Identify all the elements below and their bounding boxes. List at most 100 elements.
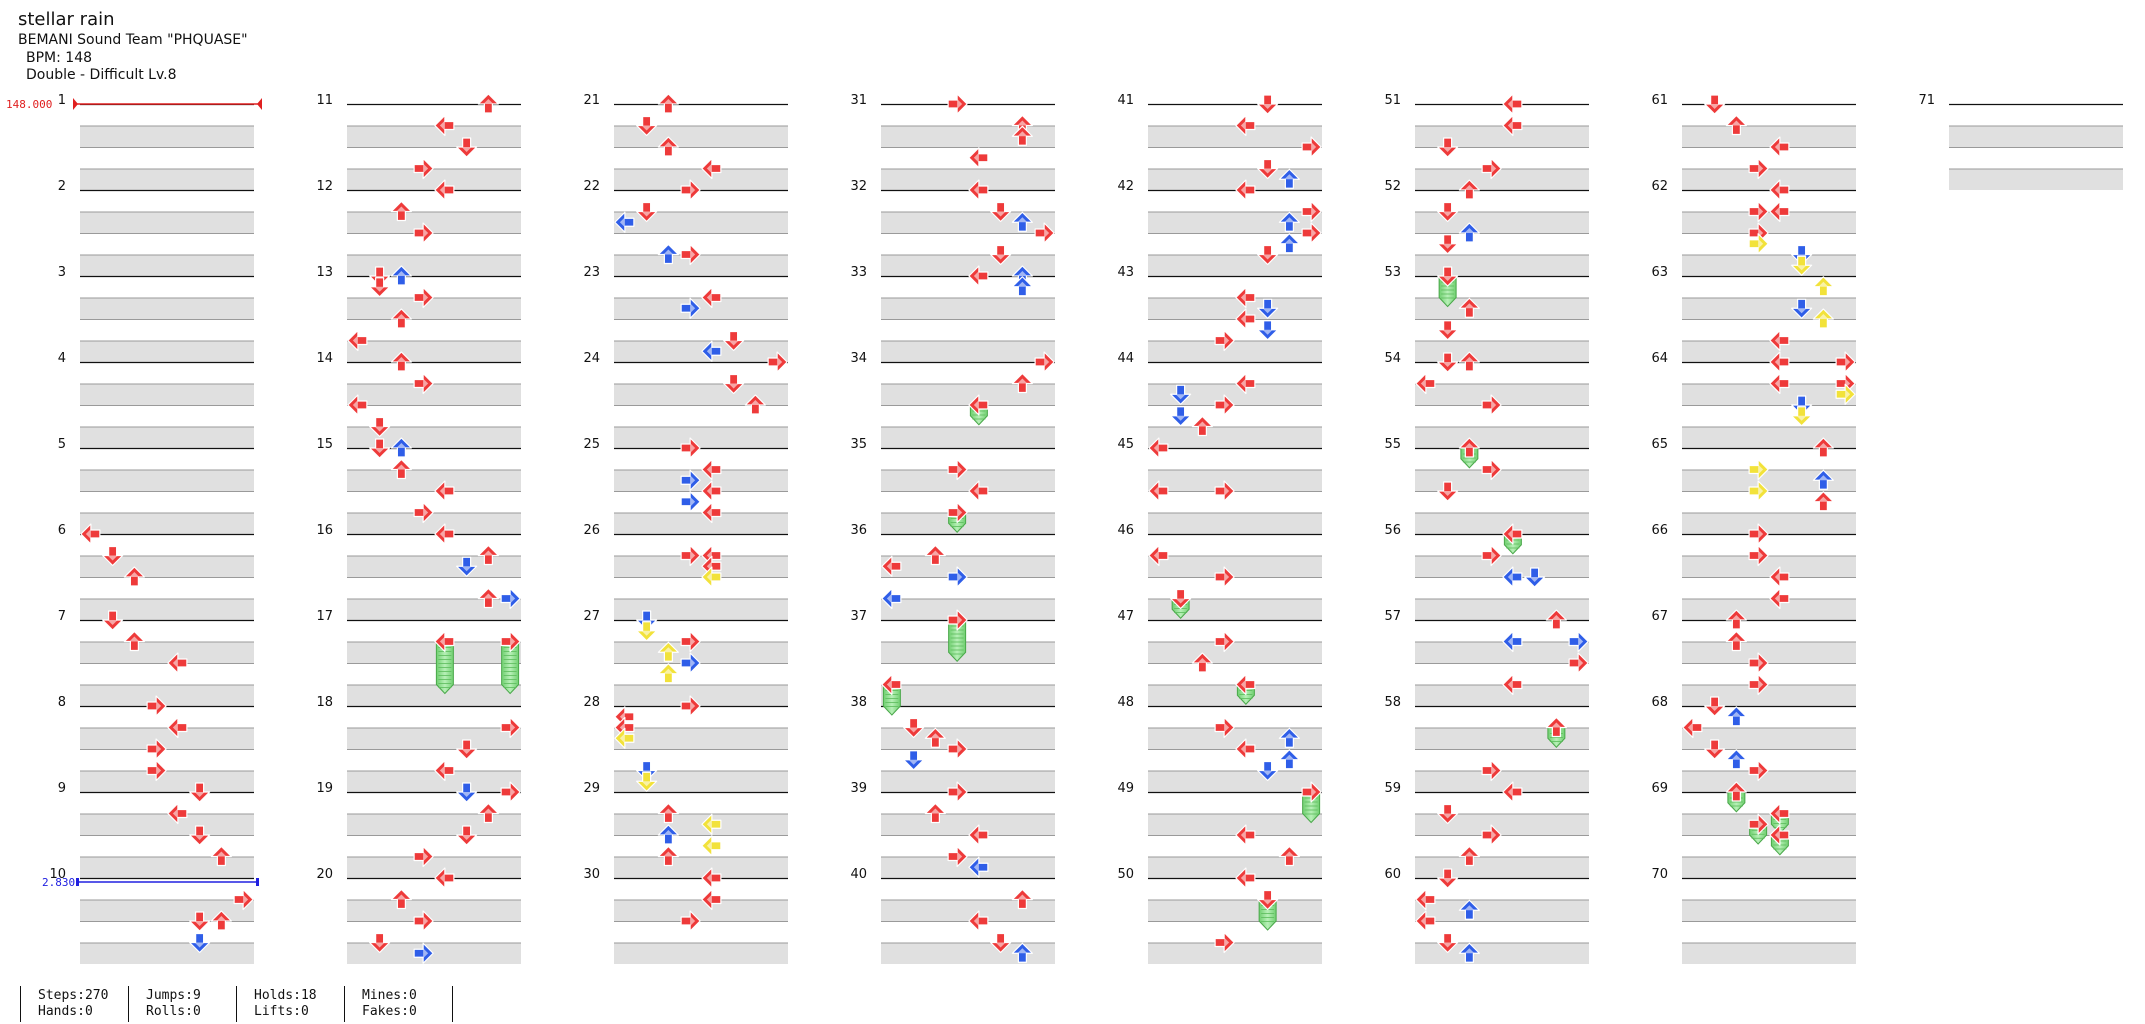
measure-number: 2 bbox=[58, 179, 66, 194]
measure-lines bbox=[80, 103, 2123, 944]
arrow-note bbox=[947, 501, 968, 524]
arrow-note bbox=[1769, 566, 1790, 588]
arrow-note bbox=[968, 480, 989, 502]
arrow-note bbox=[1748, 200, 1769, 223]
arrow-note-highlight bbox=[1017, 217, 1028, 223]
arrow-note-highlight bbox=[728, 340, 739, 346]
arrow-note-highlight bbox=[663, 249, 674, 255]
beat-band bbox=[80, 512, 254, 534]
arrow-note bbox=[1748, 813, 1769, 835]
arrow-note bbox=[968, 265, 989, 287]
beat-band bbox=[1415, 254, 1589, 276]
arrow-note bbox=[1502, 523, 1523, 545]
arrow-note bbox=[1278, 845, 1300, 867]
arrow-note-highlight bbox=[641, 211, 652, 217]
arrow-note-highlight bbox=[1442, 329, 1453, 335]
arrow-note bbox=[1415, 888, 1436, 911]
beat-band bbox=[881, 856, 1055, 878]
arrow-note bbox=[1835, 351, 1856, 373]
arrow-note-highlight bbox=[1017, 271, 1028, 276]
arrow-note bbox=[1437, 234, 1459, 255]
arrow-note bbox=[1214, 394, 1235, 416]
arrow-note-highlight bbox=[973, 271, 979, 281]
arrow-note-highlight bbox=[957, 464, 963, 475]
arrow-note bbox=[167, 716, 188, 739]
arrow-note-highlight bbox=[1442, 243, 1453, 249]
arrow-note-highlight bbox=[156, 744, 162, 754]
arrow-note-highlight bbox=[1442, 813, 1453, 819]
beat-band bbox=[1148, 254, 1322, 276]
arrow-note bbox=[1214, 630, 1235, 653]
arrow-note-highlight bbox=[1262, 770, 1273, 776]
arrow-note-highlight bbox=[1709, 749, 1720, 754]
arrow-note bbox=[123, 566, 145, 587]
arrow-note-highlight bbox=[728, 383, 739, 389]
beat-band bbox=[80, 598, 254, 620]
speed-markers: 148.000 2.830 bbox=[6, 98, 262, 889]
beat-band bbox=[614, 598, 788, 620]
arrow-note-highlight bbox=[1262, 254, 1273, 260]
beat-band bbox=[80, 469, 254, 491]
arrow-note-highlight bbox=[510, 722, 516, 733]
beat-band bbox=[1148, 684, 1322, 706]
arrow-note-highlight bbox=[396, 314, 407, 319]
arrow-note-highlight bbox=[510, 787, 516, 797]
arrow-note-highlight bbox=[1224, 486, 1230, 496]
beat-band bbox=[347, 856, 521, 878]
arrow-note bbox=[1170, 588, 1192, 610]
arrow-note bbox=[1458, 845, 1480, 867]
beat-band bbox=[1415, 899, 1589, 921]
beat-band bbox=[347, 641, 521, 663]
beat-band bbox=[1148, 899, 1322, 921]
measure-number: 24 bbox=[583, 351, 600, 366]
stats-col-2: Jumps:9 Rolls:0 bbox=[146, 988, 256, 1020]
measure-number: 42 bbox=[1117, 179, 1134, 194]
arrow-note bbox=[1235, 308, 1256, 330]
arrow-note bbox=[1437, 266, 1459, 287]
measure-number: 67 bbox=[1651, 609, 1668, 624]
bpm-change-right-cap bbox=[257, 98, 262, 110]
arrow-note bbox=[210, 910, 232, 931]
measure-number: 21 bbox=[583, 93, 600, 108]
arrow-note-highlight bbox=[957, 572, 963, 582]
arrow-note-highlight bbox=[1284, 851, 1295, 857]
arrow-note bbox=[767, 351, 788, 373]
measure-number: 22 bbox=[583, 179, 600, 194]
measure-number: 25 bbox=[583, 437, 600, 452]
arrow-note-highlight bbox=[706, 894, 712, 905]
arrow-note bbox=[680, 910, 701, 932]
arrow-note bbox=[1748, 523, 1769, 545]
beat-band bbox=[80, 899, 254, 921]
beat-band bbox=[80, 426, 254, 448]
arrow-note-highlight bbox=[690, 496, 696, 507]
beat-band bbox=[1682, 340, 1856, 362]
arrow-note-highlight bbox=[957, 744, 963, 754]
arrow-note-highlight bbox=[706, 163, 712, 174]
arrow-note bbox=[500, 716, 521, 739]
measure-number: 4 bbox=[58, 351, 66, 366]
arrow-note bbox=[701, 867, 722, 889]
beat-band bbox=[347, 211, 521, 233]
arrow-note-highlight bbox=[1551, 615, 1562, 620]
beat-band bbox=[614, 813, 788, 835]
arrow-note-highlight bbox=[957, 615, 963, 625]
beat-band bbox=[1415, 770, 1589, 792]
arrow-note-highlight bbox=[1153, 486, 1159, 496]
measure-number: 43 bbox=[1117, 265, 1134, 280]
arrow-note-highlight bbox=[1442, 276, 1453, 281]
arrow-note-highlight bbox=[1240, 378, 1246, 389]
arrow-note-highlight bbox=[423, 507, 429, 518]
measure-number: 33 bbox=[850, 265, 867, 280]
arrow-note-highlight bbox=[1774, 593, 1780, 604]
arrow-note-highlight bbox=[396, 206, 407, 212]
arrow-note bbox=[1191, 652, 1213, 673]
arrow-note-highlight bbox=[1464, 357, 1475, 362]
arrow-note bbox=[1235, 286, 1256, 309]
beat-band bbox=[614, 641, 788, 663]
beat-band bbox=[347, 942, 521, 964]
arrow-note bbox=[657, 93, 679, 114]
arrow-note bbox=[723, 330, 745, 352]
arrow-note bbox=[167, 652, 188, 674]
arrow-note-highlight bbox=[1758, 206, 1764, 217]
measure-number: 57 bbox=[1384, 609, 1401, 624]
